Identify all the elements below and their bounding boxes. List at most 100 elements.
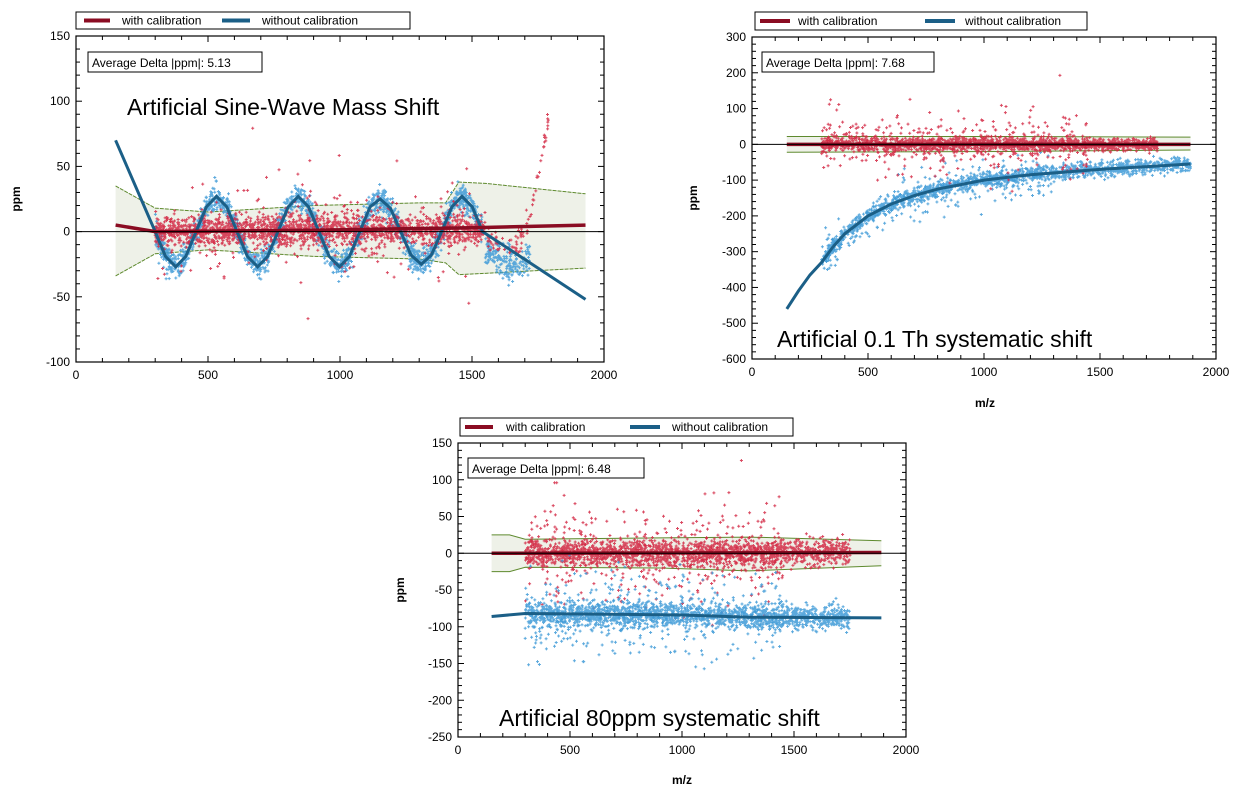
data-point [205, 254, 209, 258]
data-point [414, 195, 417, 199]
data-point [325, 259, 329, 263]
data-point [340, 254, 344, 258]
data-point [415, 251, 419, 255]
data-point [407, 264, 411, 268]
data-point [399, 262, 403, 266]
data-point [266, 243, 270, 247]
legend-label-with-calibration: with calibration [121, 14, 201, 28]
data-point [337, 280, 341, 283]
data-point [294, 186, 297, 190]
data-point [404, 252, 407, 256]
data-point [458, 203, 462, 207]
data-point [337, 154, 341, 157]
data-point [218, 262, 221, 265]
data-point [293, 184, 297, 188]
data-point [546, 124, 550, 128]
data-point [381, 189, 385, 193]
data-point [1152, 154, 1155, 158]
data-point [243, 256, 247, 260]
data-point [467, 208, 470, 212]
data-point [213, 176, 217, 179]
legend-label-without-calibration: without calibration [261, 14, 358, 28]
x-tick-label: 1500 [459, 368, 486, 382]
data-point [419, 259, 423, 262]
data-point [263, 252, 267, 256]
data-point [322, 253, 326, 257]
data-point [392, 275, 396, 279]
data-point [546, 127, 550, 131]
data-point [540, 153, 544, 157]
data-point [378, 183, 382, 186]
data-point [229, 205, 233, 209]
data-point [431, 258, 435, 262]
data-point [345, 248, 349, 252]
data-point [216, 264, 220, 268]
data-point [174, 276, 178, 280]
data-point [366, 222, 370, 226]
data-point [376, 260, 380, 264]
data-point [1166, 171, 1170, 175]
chart-2: 0 500 1000 1500 2000-600-500-400-300-200-100… [686, 11, 1230, 410]
data-point [323, 256, 326, 260]
data-point [302, 192, 306, 196]
data-point [167, 277, 171, 281]
data-point [393, 207, 397, 211]
data-point [172, 267, 176, 271]
data-point [167, 254, 171, 258]
data-point [408, 258, 412, 261]
data-point [232, 255, 235, 259]
data-point [367, 195, 371, 199]
data-point [309, 189, 313, 193]
data-point [413, 253, 417, 256]
data-point [165, 272, 169, 276]
data-point [439, 248, 443, 252]
data-point [385, 210, 388, 214]
legend: with calibration without calibration [75, 11, 411, 30]
data-point [303, 194, 307, 198]
data-point [912, 186, 916, 190]
data-point [308, 159, 312, 163]
data-point [1170, 157, 1174, 161]
data-point [367, 200, 371, 204]
data-point [300, 183, 304, 187]
data-point [264, 269, 268, 273]
data-point [419, 267, 423, 271]
data-point [209, 190, 213, 194]
data-point [345, 263, 349, 267]
data-point [311, 206, 315, 210]
data-point [538, 170, 541, 174]
data-point [946, 176, 950, 180]
data-point [346, 275, 350, 278]
data-point [338, 193, 342, 197]
data-point [344, 266, 347, 270]
data-point [349, 200, 353, 204]
data-point [466, 212, 470, 216]
data-point [153, 212, 157, 216]
y-tick-label: 0 [63, 225, 70, 239]
data-point [252, 268, 256, 272]
data-point [412, 267, 416, 271]
data-point [365, 206, 369, 209]
data-point [371, 199, 375, 202]
data-point [210, 192, 214, 196]
data-point [409, 260, 413, 264]
data-point [411, 249, 415, 252]
data-point [339, 259, 343, 262]
data-point [204, 196, 208, 200]
data-point [1159, 171, 1163, 175]
data-point [464, 274, 468, 278]
data-point [409, 263, 413, 267]
data-point [507, 283, 511, 287]
data-point [332, 196, 336, 200]
data-point [429, 261, 433, 265]
data-point [184, 261, 188, 265]
data-point [511, 280, 515, 283]
data-point [317, 243, 321, 247]
data-point [1076, 160, 1080, 164]
data-point [507, 278, 511, 282]
data-point [437, 279, 441, 283]
data-point [456, 180, 460, 184]
data-point [378, 201, 382, 205]
chart-title: Artificial Sine-Wave Mass Shift [127, 94, 440, 120]
data-point [260, 251, 264, 255]
